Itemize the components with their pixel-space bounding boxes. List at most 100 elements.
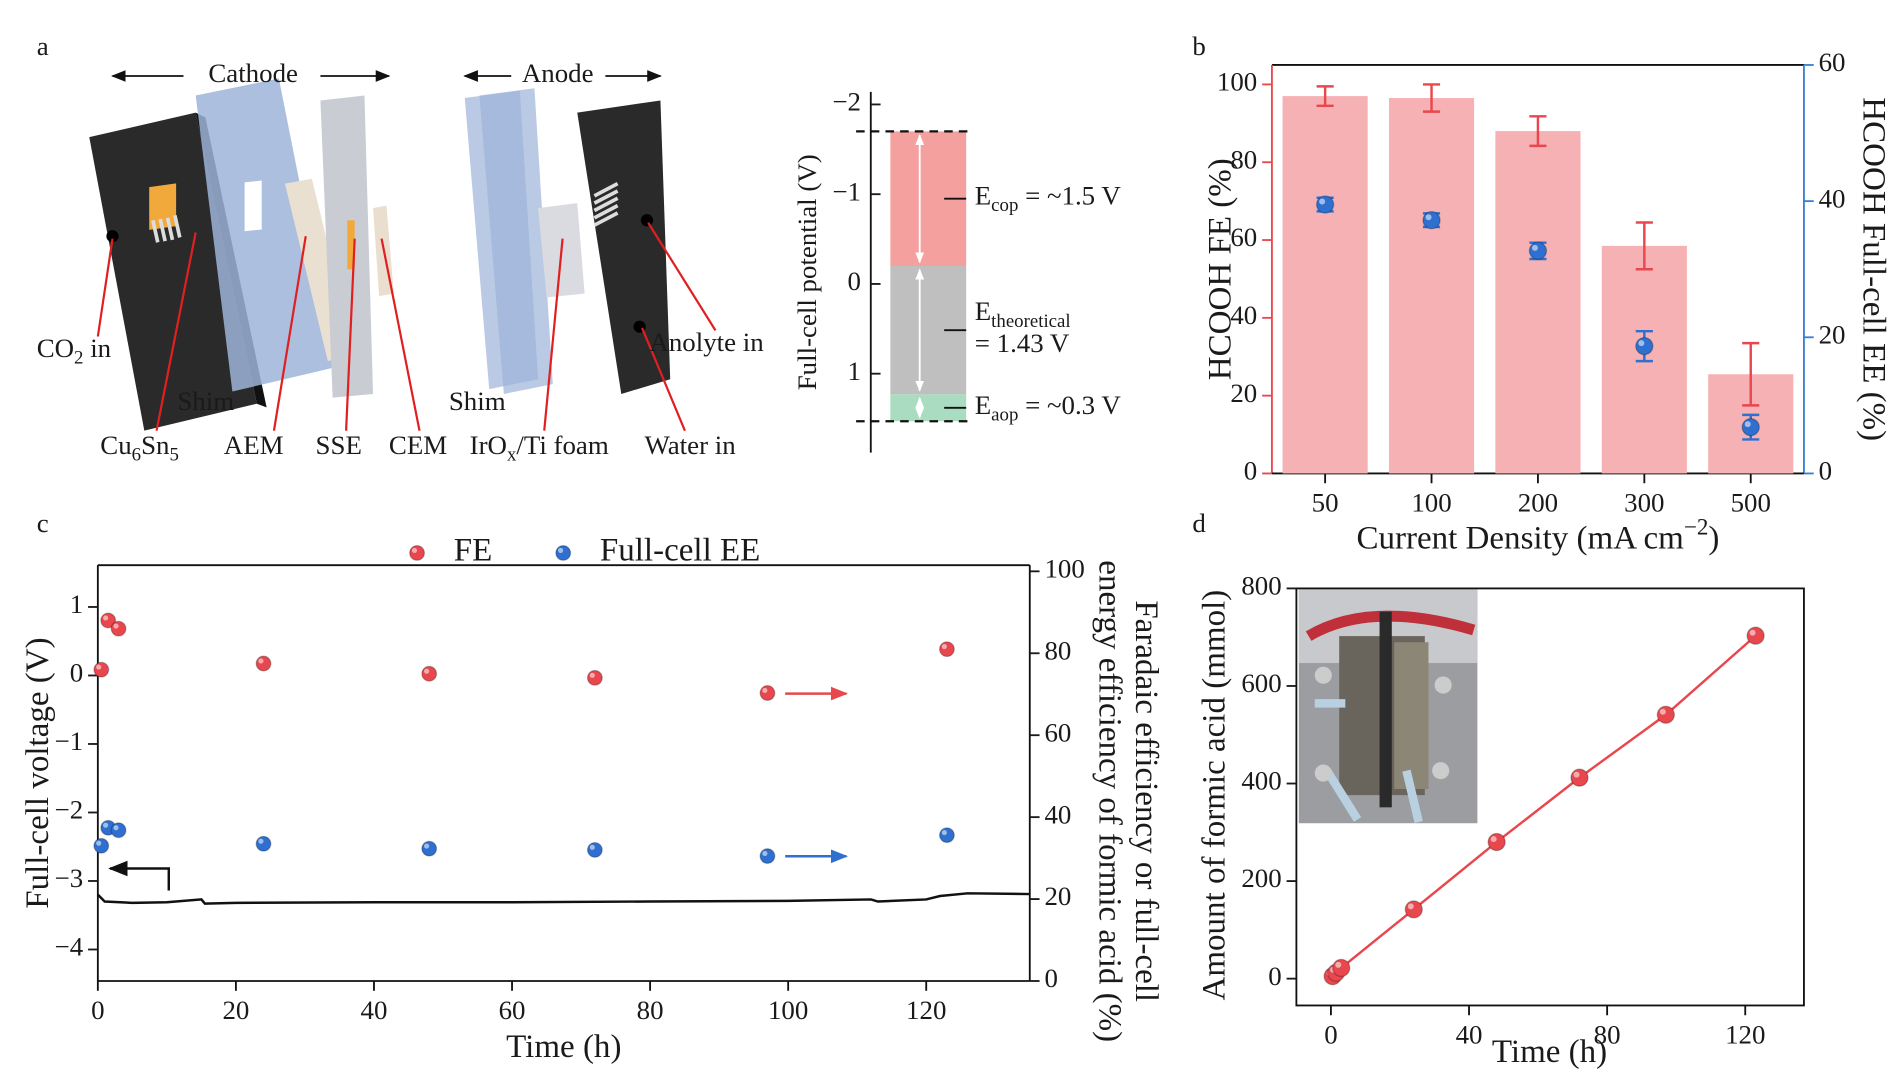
highlight	[113, 825, 119, 831]
tick-label: 100	[768, 995, 808, 1025]
point	[938, 827, 955, 844]
panel-label: c	[37, 508, 49, 538]
panel-label: d	[1192, 508, 1206, 538]
inset-photo	[1298, 589, 1478, 824]
legend-label: Full-cell EE	[600, 533, 760, 569]
label-part: E	[975, 390, 991, 420]
diagram-label: SSE	[316, 430, 362, 460]
label-part: cop	[991, 196, 1018, 217]
highlight	[96, 840, 102, 846]
label-part: in	[83, 333, 111, 363]
point	[110, 620, 127, 637]
diagram-label: CO2 in	[37, 333, 112, 369]
label-part: = ~0.3 V	[1018, 390, 1121, 420]
segment-label: Ecop = ~1.5 V	[975, 181, 1122, 217]
tick-label: 40	[1456, 1019, 1483, 1049]
label-part: −2	[1684, 514, 1709, 540]
tick-label: 60	[1819, 47, 1846, 77]
highlight	[941, 644, 947, 650]
highlight	[411, 547, 418, 553]
label-part: /Ti foam	[516, 430, 608, 460]
label-part: 6	[132, 445, 141, 466]
tick-label: 120	[1725, 1019, 1765, 1049]
label-part: )	[1708, 520, 1719, 556]
tick-label: 20	[1044, 881, 1071, 911]
panel-label: b	[1192, 31, 1205, 61]
point	[93, 661, 110, 678]
tick-label: 500	[1731, 487, 1771, 517]
point	[409, 545, 425, 561]
label-part: 2	[74, 348, 83, 369]
label-part: = ~1.5 V	[1018, 181, 1121, 211]
axis-title: HCOOH FE (%)	[1203, 158, 1239, 380]
label-part: theoretical	[991, 311, 1070, 332]
highlight	[258, 838, 264, 844]
tick-label: −1	[55, 726, 84, 756]
highlight	[1531, 244, 1538, 251]
label-part: x	[507, 445, 517, 466]
label-part: E	[975, 181, 991, 211]
tick-label: 0	[91, 995, 104, 1025]
tick-label: 20	[222, 995, 249, 1025]
point	[421, 665, 438, 682]
diagram-label: Shim	[177, 386, 234, 416]
axis-title: HCOOH Full-cell EE (%)	[1856, 97, 1892, 441]
diagram-label: Water in	[645, 430, 737, 460]
label-part: Cu	[100, 430, 131, 460]
highlight	[1425, 214, 1432, 221]
highlight	[424, 668, 430, 674]
tick-label: 80	[1044, 635, 1071, 665]
label-part: 5	[170, 445, 179, 466]
axis-title: Time (h)	[506, 1029, 621, 1065]
highlight	[558, 547, 564, 553]
tick-label: 100	[1044, 554, 1084, 584]
tick-label: 200	[1518, 487, 1558, 517]
tick-label: 80	[637, 995, 664, 1025]
bar	[1495, 131, 1581, 474]
point	[1746, 626, 1765, 645]
diagram-label: Shim	[449, 386, 506, 416]
device-illustration	[89, 70, 717, 432]
axis-title: Faradaic efficiency or full-cell	[1128, 600, 1164, 1002]
tick-label: 60	[499, 995, 526, 1025]
line	[96, 892, 1030, 905]
axis-title: Full-cell voltage (V)	[20, 637, 56, 908]
tick-label: −2	[55, 795, 84, 825]
label-part: CO	[37, 333, 74, 363]
point	[1528, 241, 1548, 261]
tick-label: 800	[1241, 571, 1281, 601]
tick-label: 50	[1312, 487, 1339, 517]
tick-label: 60	[1044, 717, 1071, 747]
highlight	[424, 843, 430, 849]
point	[1570, 768, 1589, 787]
label-part: E	[975, 296, 991, 326]
tick-label: 40	[1230, 300, 1257, 330]
diagram-label: Anolyte in	[649, 327, 764, 357]
point	[759, 848, 776, 865]
bar	[1282, 96, 1368, 474]
tick-label: 60	[1230, 222, 1257, 252]
tick-label: 40	[361, 995, 388, 1025]
tick-label: 40	[1044, 799, 1071, 829]
tick-label: −1	[832, 176, 861, 206]
point	[555, 545, 572, 561]
tick-label: 100	[1217, 67, 1257, 97]
label-part: Current Density (mA cm	[1356, 520, 1684, 556]
point	[255, 655, 272, 672]
tick-label: 0	[848, 266, 861, 296]
highlight	[1319, 198, 1326, 205]
axis-arrows	[108, 686, 849, 891]
highlight	[762, 687, 768, 694]
highlight	[103, 822, 109, 828]
tick-label: 0	[1819, 456, 1832, 486]
tick-label: 120	[906, 995, 946, 1025]
point	[421, 840, 438, 857]
highlight	[589, 672, 595, 678]
point	[938, 641, 955, 658]
tick-label: 20	[1819, 319, 1846, 349]
panel-label: a	[37, 31, 49, 61]
tick-label: 100	[1411, 487, 1451, 517]
segment-label: = 1.43 V	[975, 328, 1070, 358]
highlight	[1407, 903, 1414, 910]
